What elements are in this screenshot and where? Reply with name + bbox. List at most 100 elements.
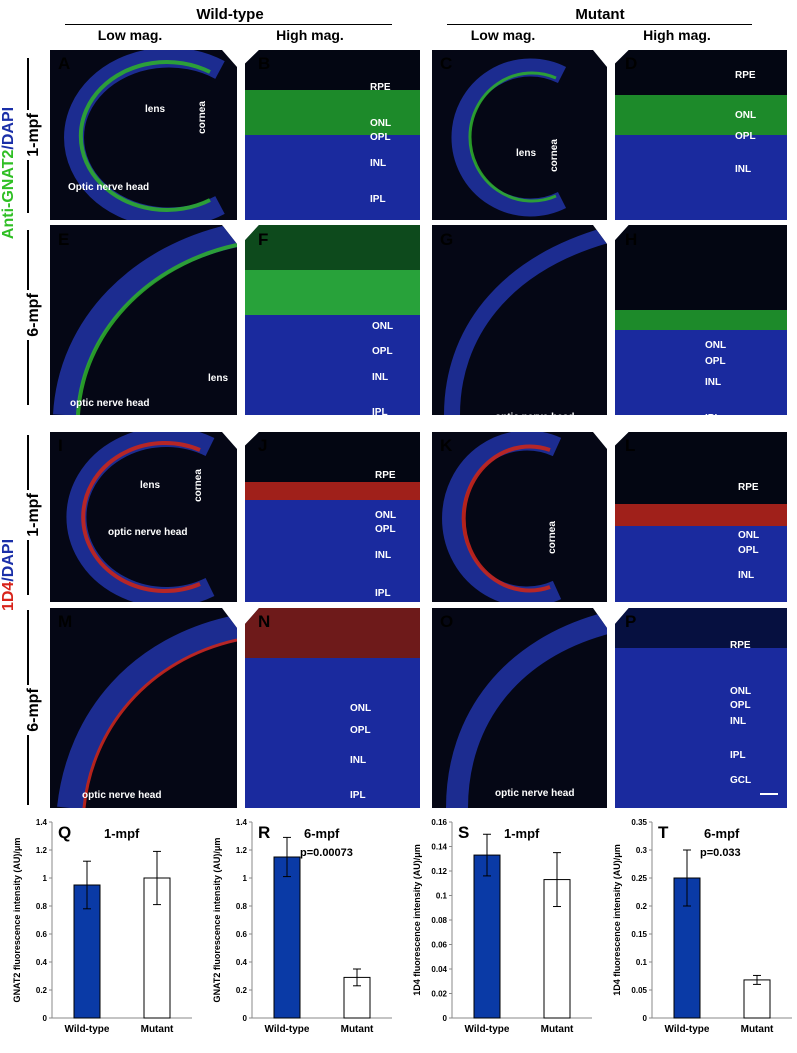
- panel-k-label-cornea: cornea: [546, 521, 558, 554]
- panel-i-label-lens: lens: [140, 480, 161, 491]
- panel-l: [615, 432, 787, 602]
- y-tick-label: 0.05: [631, 986, 647, 995]
- panel-b-letter: B: [258, 54, 271, 73]
- panel-p-label-opl: OPL: [730, 700, 751, 711]
- panel-f-label-ipl: IPL: [372, 407, 388, 418]
- y-tick-label: 0.2: [236, 986, 248, 995]
- y-tick-label: 0.35: [631, 818, 647, 827]
- chart-q: Q 1-mpf 0 0.2 0.4 0.6 0.8 1 1.2 1.4 GNAT2 fluoresc…: [0, 812, 200, 1048]
- chart-r-svg: R 6-mpf p=0.00073 0 0.2 0.4 0.6 0.8 1 1.2 1.4 GNAT2…: [212, 818, 392, 1035]
- panel-i-label-onh: optic nerve head: [108, 527, 188, 538]
- header-mutant: Mutant: [575, 6, 625, 23]
- chart-s: S 1-mpf 0 0.02 0.04 0.06 0.08 0.1 0.12 0.14 0.16 1D…: [400, 812, 600, 1048]
- chart-title: 6-mpf: [704, 826, 740, 841]
- header-mutant-rule: [447, 24, 752, 25]
- y-tick-label: 0: [643, 1014, 648, 1023]
- panel-a-label-onh: Optic nerve head: [68, 182, 150, 193]
- panel-n-label-opl: OPL: [350, 725, 371, 736]
- panel-b-image: [245, 50, 420, 220]
- chart-pvalue: p=0.033: [700, 847, 741, 859]
- panel-h-label-inl: INL: [705, 377, 722, 388]
- panel-k-image: [442, 432, 562, 602]
- panel-d-image: [615, 50, 787, 220]
- panel-f-label-inl: INL: [372, 372, 389, 383]
- panel-i-letter: I: [58, 436, 63, 455]
- panel-e-label-lens: lens: [208, 373, 229, 384]
- panel-g-letter: G: [440, 230, 454, 249]
- panel-n: [245, 608, 420, 808]
- chart-letter: R: [258, 823, 270, 842]
- chart-title: 1-mpf: [504, 826, 540, 841]
- row-label-gnat2: Anti-GNAT2/DAPI: [0, 88, 20, 258]
- panel-i-image: [66, 432, 215, 602]
- x-category-label: Wild-type: [65, 1024, 110, 1035]
- panel-e-label-onh: optic nerve head: [70, 398, 150, 409]
- panel-m-label-onh: optic nerve head: [82, 790, 162, 801]
- panel-j-label-opl: OPL: [375, 524, 396, 535]
- panel-e-image: [53, 225, 237, 415]
- dapi-label-bottom: /DAPI: [0, 538, 17, 582]
- y-tick-label: 0: [243, 1014, 248, 1023]
- x-category-label: Wild-type: [465, 1024, 510, 1035]
- panel-p-label-inl: INL: [730, 716, 747, 727]
- panel-b-label-onl: ONL: [370, 118, 392, 129]
- panel-h-letter: H: [625, 230, 638, 249]
- panel-f: [245, 225, 420, 415]
- y-tick-label: 0.8: [36, 902, 48, 911]
- panel-c-letter: C: [440, 54, 453, 73]
- panel-d-label-rpe: RPE: [735, 70, 756, 81]
- panel-l-label-onl: ONL: [738, 530, 760, 541]
- panel-l-label-rpe: RPE: [738, 482, 759, 493]
- panel-i: [50, 432, 237, 602]
- panel-n-label-onl: ONL: [350, 703, 372, 714]
- chart-letter: T: [658, 823, 669, 842]
- header-wildtype-rule: [65, 24, 392, 25]
- y-tick-label: 0.08: [431, 916, 447, 925]
- header-lowmag-wt: Low mag.: [97, 27, 163, 43]
- chart-letter: Q: [58, 823, 71, 842]
- row-time-4: 6-mpf: [25, 685, 45, 735]
- panel-a-label-cornea: cornea: [196, 101, 208, 134]
- y-tick-label: 0.12: [431, 867, 447, 876]
- y-tick-label: 0: [443, 1014, 448, 1023]
- panel-i-label-cornea: cornea: [192, 469, 204, 502]
- panel-h-label-onl: ONL: [705, 340, 727, 351]
- panel-a-letter: A: [58, 54, 71, 73]
- panel-p-image: [615, 608, 787, 808]
- y-tick-label: 0.1: [436, 892, 448, 901]
- panel-f-label-opl: OPL: [372, 346, 393, 357]
- panel-n-label-inl: INL: [350, 755, 367, 766]
- panel-p-letter: P: [625, 612, 637, 631]
- panel-k: [432, 432, 607, 602]
- panel-p-label-ipl: IPL: [730, 750, 746, 761]
- y-axis-label: 1D4 fluorescence intensity (AU)/μm: [612, 844, 622, 996]
- y-tick-label: 0.02: [431, 990, 447, 999]
- panel-l-label-opl: OPL: [738, 545, 759, 556]
- chart-t-svg: T 6-mpf p=0.033 0 0.05 0.1 0.15 0.2 0.25 0.3 0.35 1…: [612, 818, 792, 1035]
- panel-g-image: [444, 227, 607, 415]
- panel-d-label-opl: OPL: [735, 131, 756, 142]
- panel-d-label-onl: ONL: [735, 110, 757, 121]
- panel-c-label-lens: lens: [516, 148, 537, 159]
- panel-j-letter: J: [258, 436, 268, 455]
- bar: [473, 854, 501, 1019]
- panel-o-letter: O: [440, 612, 454, 631]
- panel-b: [245, 50, 420, 220]
- panel-b-label-rpe: RPE: [370, 82, 391, 93]
- panel-j-label-onl: ONL: [375, 510, 397, 521]
- x-category-label: Mutant: [541, 1024, 574, 1035]
- panel-l-letter: L: [625, 436, 636, 455]
- panel-o: [432, 608, 607, 808]
- x-category-label: Wild-type: [265, 1024, 310, 1035]
- x-category-label: Mutant: [741, 1024, 774, 1035]
- row-time-2: 6-mpf: [25, 290, 45, 340]
- y-tick-label: 0.3: [636, 846, 648, 855]
- y-tick-label: 1.4: [236, 818, 248, 827]
- y-tick-label: 0.4: [36, 958, 48, 967]
- panel-o-label-onh: optic nerve head: [495, 788, 575, 799]
- x-category-label: Mutant: [141, 1024, 174, 1035]
- bar: [273, 856, 301, 1019]
- panel-p-label-rpe: RPE: [730, 640, 751, 651]
- panel-a-label-lens: lens: [145, 104, 166, 115]
- panel-h-image: [615, 225, 787, 415]
